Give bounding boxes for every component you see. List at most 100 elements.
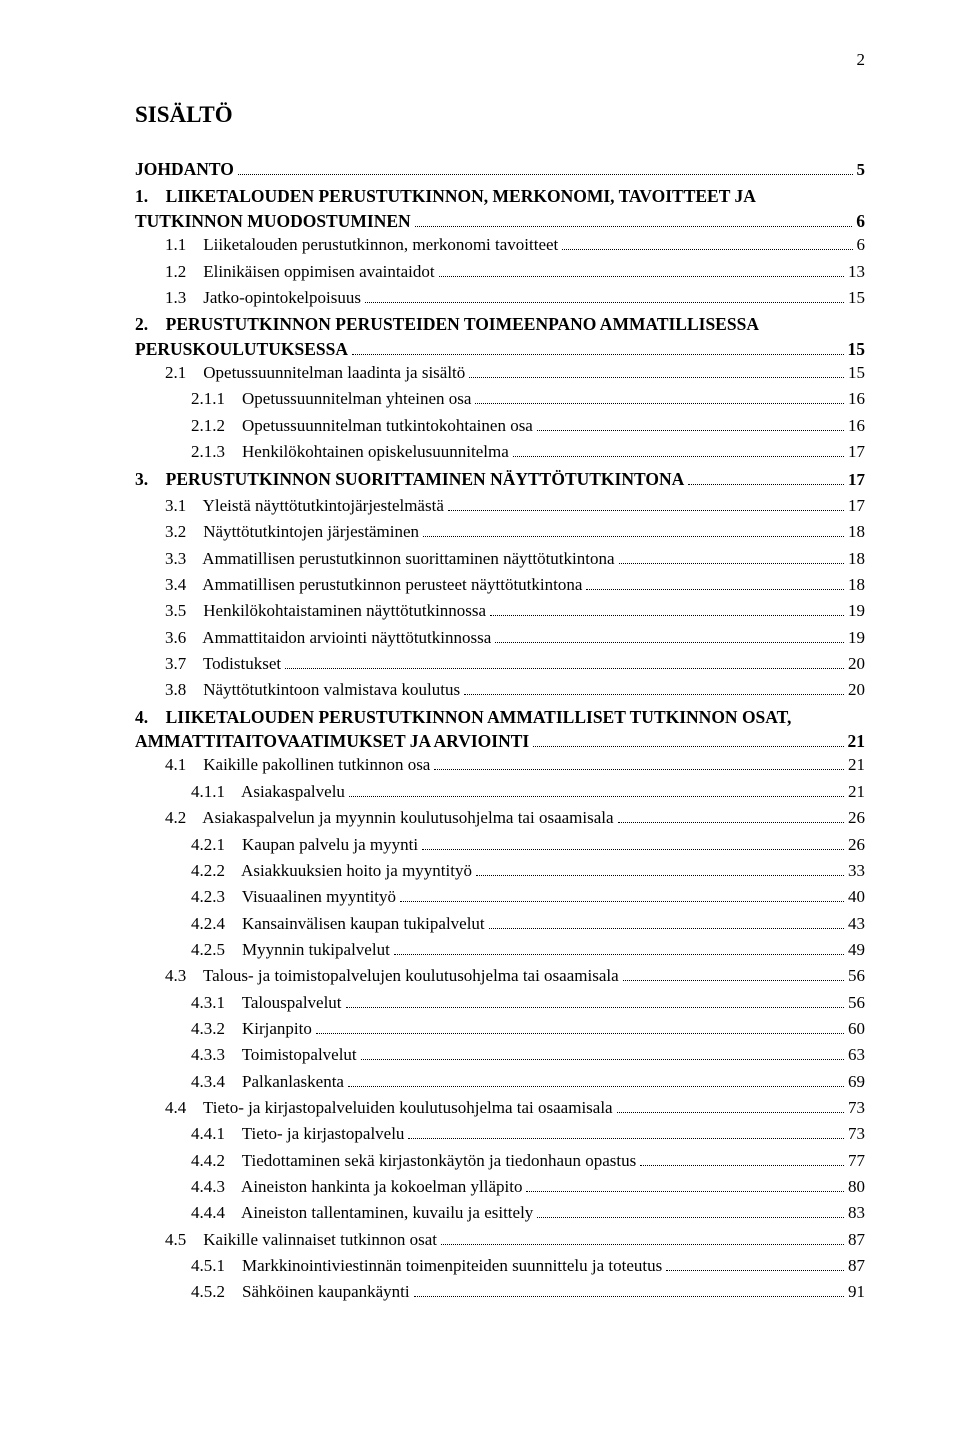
toc-label: 1. LIIKETALOUDEN PERUSTUTKINNON, MERKONO…: [135, 183, 756, 210]
toc-entry: 4.4.1 Tieto- ja kirjastopalvelu73: [135, 1121, 865, 1147]
toc-page-number: 49: [848, 937, 865, 963]
toc-leader-dots: [361, 1044, 844, 1060]
toc-entry: 2.1.3 Henkilökohtainen opiskelusuunnitel…: [135, 439, 865, 465]
toc-entry: 4.2.5 Myynnin tukipalvelut 49: [135, 937, 865, 963]
toc-page-number: 21: [848, 752, 865, 778]
toc-leader-dots: [562, 234, 852, 250]
toc-label: 3.4 Ammatillisen perustutkinnon perustee…: [165, 572, 582, 598]
toc-page-number: 15: [848, 360, 865, 386]
toc-entry: 4.2.2 Asiakkuuksien hoito ja myyntityö33: [135, 858, 865, 884]
toc-leader-dots: [434, 754, 844, 770]
toc-entry: 4.5.1 Markkinointiviestinnän toimenpitei…: [135, 1253, 865, 1279]
toc-leader-dots: [469, 362, 844, 378]
toc-leader-dots: [441, 1228, 844, 1244]
toc-entry: 4.3.3 Toimistopalvelut63: [135, 1042, 865, 1068]
toc-page-number: 17: [848, 493, 865, 519]
toc-label: TUTKINNON MUODOSTUMINEN: [135, 211, 411, 232]
toc-label: 4.4 Tieto- ja kirjastopalveluiden koulut…: [165, 1095, 613, 1121]
toc-label: 2. PERUSTUTKINNON PERUSTEIDEN TOIMEENPAN…: [135, 311, 759, 338]
toc-leader-dots: [640, 1149, 844, 1165]
toc-page-number: 20: [848, 651, 865, 677]
toc-entry: 3.4 Ammatillisen perustutkinnon perustee…: [135, 572, 865, 598]
toc-entry: 4.4.3 Aineiston hankinta ja kokoelman yl…: [135, 1174, 865, 1200]
toc-page-number: 87: [848, 1227, 865, 1253]
toc-entry: 4. LIIKETALOUDEN PERUSTUTKINNON AMMATILL…: [135, 704, 865, 731]
toc-page-number: 73: [848, 1095, 865, 1121]
toc-label: 2.1 Opetussuunnitelman laadinta ja sisäl…: [165, 360, 465, 386]
toc-leader-dots: [666, 1255, 844, 1271]
table-of-contents: JOHDANTO51. LIIKETALOUDEN PERUSTUTKINNON…: [135, 156, 865, 1306]
toc-leader-dots: [490, 600, 844, 616]
toc-leader-dots: [537, 1202, 844, 1218]
toc-entry: 3.5 Henkilökohtaistaminen näyttötutkinno…: [135, 598, 865, 624]
toc-leader-dots: [623, 965, 844, 981]
toc-page-number: 43: [848, 911, 865, 937]
toc-entry: 2.1.1 Opetussuunnitelman yhteinen osa16: [135, 386, 865, 412]
toc-label: 1.2 Elinikäisen oppimisen avaintaidot: [165, 259, 435, 285]
toc-page-number: 17: [848, 467, 865, 493]
toc-label: 2.1.2 Opetussuunnitelman tutkintokohtain…: [191, 413, 533, 439]
toc-leader-dots: [618, 807, 844, 823]
toc-leader-dots: [414, 1281, 844, 1297]
toc-page-number: 80: [848, 1174, 865, 1200]
toc-label: 4.4.4 Aineiston tallentaminen, kuvailu j…: [191, 1200, 533, 1226]
toc-page-number: 13: [848, 259, 865, 285]
toc-leader-dots: [408, 1123, 844, 1139]
toc-entry: JOHDANTO5: [135, 156, 865, 183]
toc-leader-dots: [475, 388, 844, 404]
toc-entry: 3.1 Yleistä näyttötutkintojärjestelmästä…: [135, 493, 865, 519]
toc-label: 3.7 Todistukset: [165, 651, 281, 677]
toc-page-number: 33: [848, 858, 865, 884]
toc-leader-dots: [533, 731, 843, 748]
toc-label: 4.2.1 Kaupan palvelu ja myynti: [191, 832, 418, 858]
doc-title: SISÄLTÖ: [135, 102, 865, 128]
toc-page-number: 19: [848, 598, 865, 624]
toc-page-number: 60: [848, 1016, 865, 1042]
toc-leader-dots: [586, 574, 844, 590]
toc-label: 1.3 Jatko-opintokelpoisuus: [165, 285, 361, 311]
toc-label: 4.5.1 Markkinointiviestinnän toimenpitei…: [191, 1253, 662, 1279]
toc-entry: 1.2 Elinikäisen oppimisen avaintaidot 13: [135, 259, 865, 285]
toc-leader-dots: [348, 1070, 844, 1086]
page-number: 2: [857, 50, 866, 70]
toc-label: 4.3 Talous- ja toimistopalvelujen koulut…: [165, 963, 619, 989]
toc-label: PERUSKOULUTUKSESSA: [135, 339, 348, 360]
toc-leader-dots: [464, 679, 844, 695]
toc-page-number: 69: [848, 1069, 865, 1095]
toc-label: 4.4.1 Tieto- ja kirjastopalvelu: [191, 1121, 404, 1147]
toc-label: AMMATTITAITOVAATIMUKSET JA ARVIOINTI: [135, 731, 529, 752]
toc-entry: 4.5 Kaikille valinnaiset tutkinnon osat8…: [135, 1227, 865, 1253]
toc-entry-continuation: TUTKINNON MUODOSTUMINEN 6: [135, 210, 865, 232]
toc-entry: 3.7 Todistukset 20: [135, 651, 865, 677]
toc-entry: 4.3 Talous- ja toimistopalvelujen koulut…: [135, 963, 865, 989]
toc-label: 3.8 Näyttötutkintoon valmistava koulutus: [165, 677, 460, 703]
toc-page-number: 18: [848, 572, 865, 598]
toc-label: 4.2.5 Myynnin tukipalvelut: [191, 937, 390, 963]
toc-page-number: 56: [848, 963, 865, 989]
toc-entry: 1. LIIKETALOUDEN PERUSTUTKINNON, MERKONO…: [135, 183, 865, 210]
toc-page-number: 20: [848, 677, 865, 703]
toc-entry: 3.8 Näyttötutkintoon valmistava koulutus…: [135, 677, 865, 703]
toc-page-number: 16: [848, 413, 865, 439]
toc-page-number: 6: [856, 211, 865, 232]
toc-label: 4.2.4 Kansainvälisen kaupan tukipalvelut: [191, 911, 485, 937]
toc-label: 4. LIIKETALOUDEN PERUSTUTKINNON AMMATILL…: [135, 704, 791, 731]
toc-entry: 4.2 Asiakaspalvelun ja myynnin koulutuso…: [135, 805, 865, 831]
toc-label: 3.6 Ammattitaidon arviointi näyttötutkin…: [165, 625, 491, 651]
toc-page-number: 17: [848, 439, 865, 465]
toc-page-number: 63: [848, 1042, 865, 1068]
toc-leader-dots: [537, 415, 844, 431]
toc-leader-dots: [619, 547, 844, 563]
toc-label: 2.1.1 Opetussuunnitelman yhteinen osa: [191, 386, 471, 412]
toc-label: 4.2.3 Visuaalinen myyntityö: [191, 884, 396, 910]
toc-page-number: 15: [848, 339, 866, 360]
toc-leader-dots: [617, 1097, 844, 1113]
toc-entry: 4.3.2 Kirjanpito60: [135, 1016, 865, 1042]
toc-entry: 4.1.1 Asiakaspalvelu21: [135, 779, 865, 805]
toc-label: 3.3 Ammatillisen perustutkinnon suoritta…: [165, 546, 615, 572]
toc-leader-dots: [285, 653, 844, 669]
toc-leader-dots: [415, 210, 853, 227]
toc-entry: 4.2.3 Visuaalinen myyntityö40: [135, 884, 865, 910]
toc-entry: 4.3.4 Palkanlaskenta69: [135, 1069, 865, 1095]
toc-leader-dots: [238, 159, 853, 175]
